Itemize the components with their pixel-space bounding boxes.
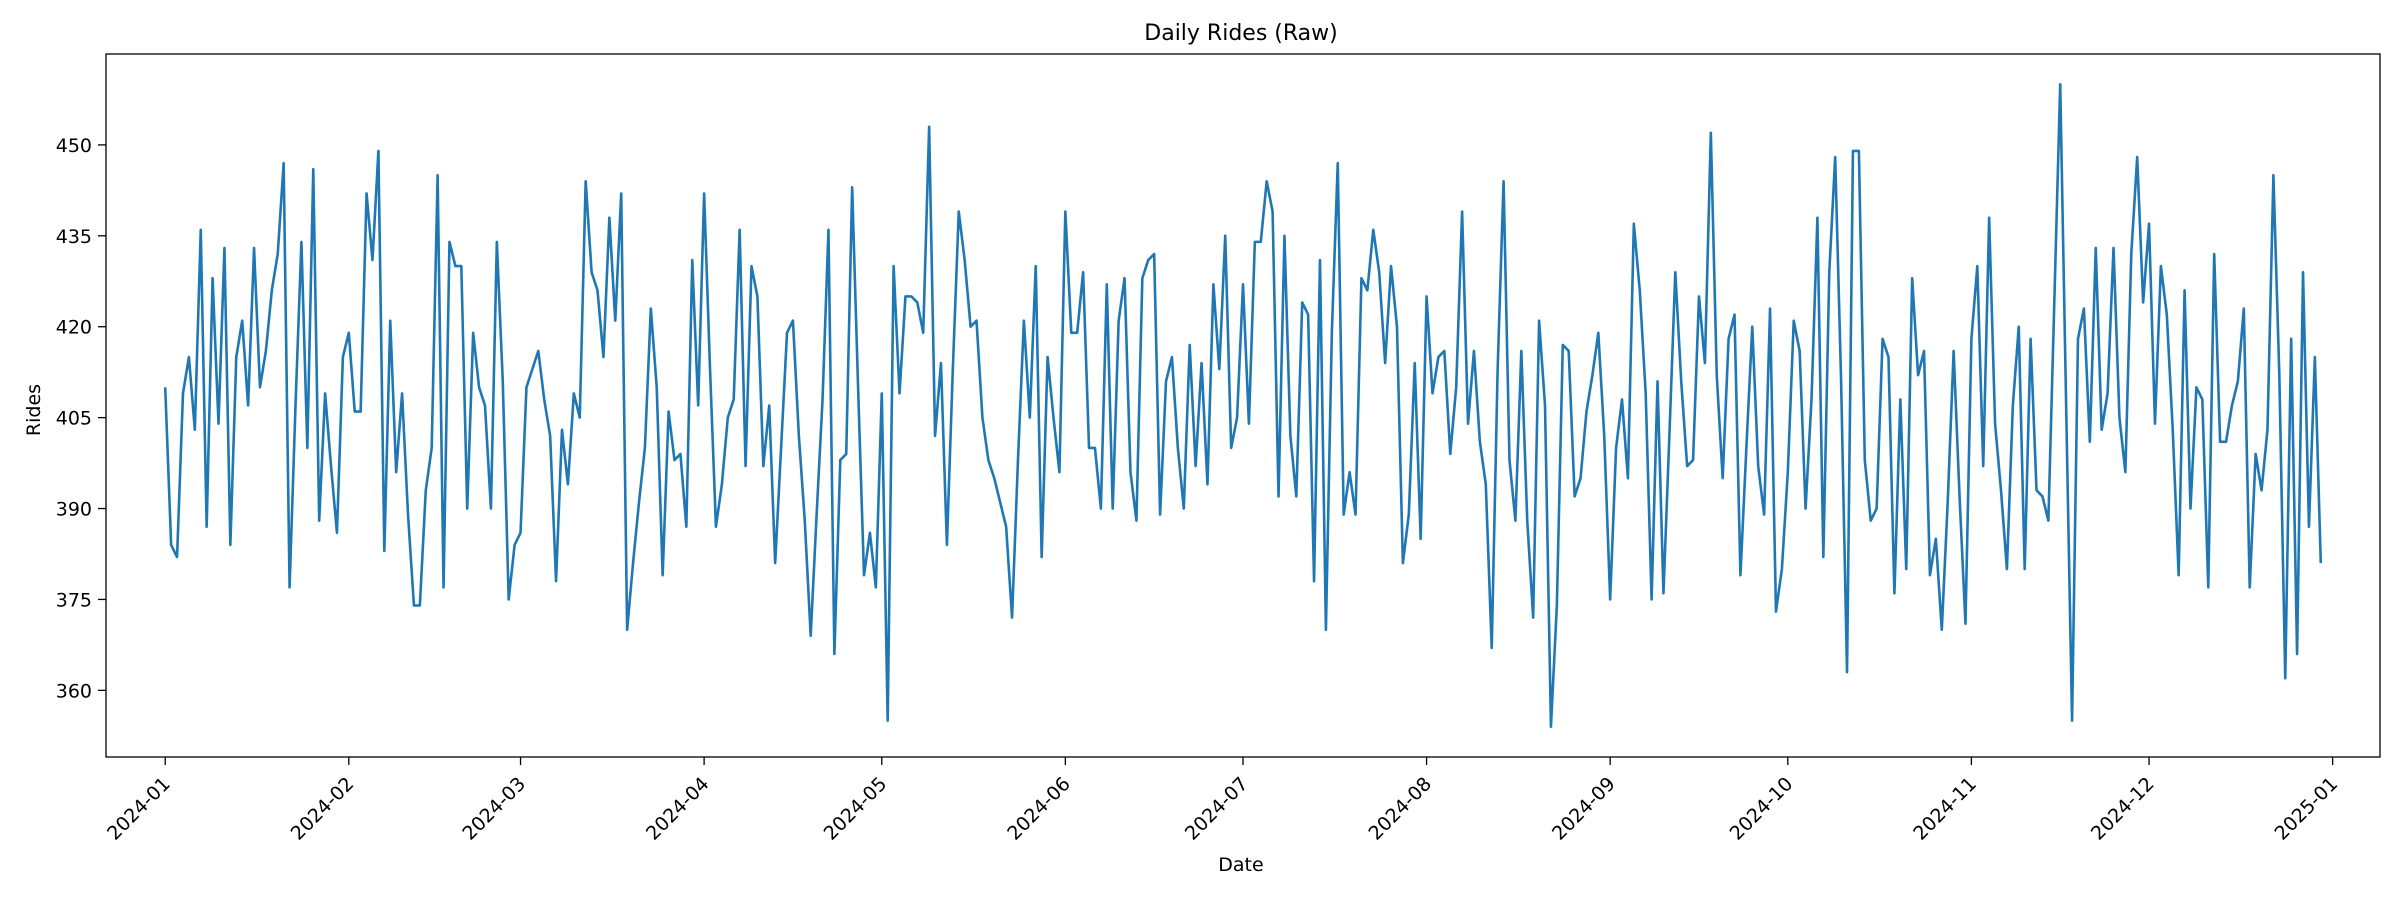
plot-frame: [105, 53, 2381, 758]
plot-area: [163, 83, 2323, 729]
y-tick-label: 390: [56, 499, 92, 521]
y-tick-label: 375: [56, 589, 92, 611]
y-tick-label: 360: [56, 680, 92, 702]
y-tick-label: 450: [56, 135, 92, 157]
x-axis-label: Date: [1218, 854, 1263, 876]
y-tick-label: 405: [56, 408, 92, 430]
y-tick-label: 420: [56, 317, 92, 339]
y-axis-label: Rides: [23, 384, 45, 436]
series-line: [163, 83, 2323, 729]
chart-title: Daily Rides (Raw): [1144, 21, 1337, 46]
y-axis: 360 375 390 405 420 435 450: [56, 135, 106, 702]
y-tick-label: 435: [56, 226, 92, 248]
